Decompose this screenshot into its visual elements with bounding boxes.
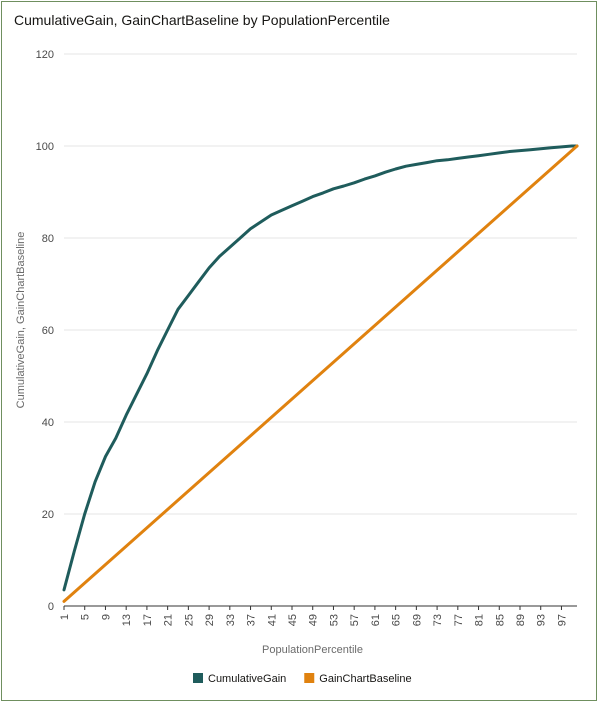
x-tick-label: 61 bbox=[370, 614, 382, 626]
y-tick-label: 40 bbox=[42, 417, 54, 429]
x-tick-label: 65 bbox=[391, 614, 403, 626]
x-tick-label: 81 bbox=[474, 614, 486, 626]
x-tick-label: 53 bbox=[328, 614, 340, 626]
y-tick-label: 60 bbox=[42, 325, 54, 337]
x-tick-label: 85 bbox=[494, 614, 506, 626]
x-tick-label: 33 bbox=[225, 614, 237, 626]
x-tick-label: 5 bbox=[80, 614, 92, 620]
y-tick-label: 20 bbox=[42, 509, 54, 521]
x-tick-label: 25 bbox=[183, 614, 195, 626]
series-line-cumulativegain bbox=[62, 144, 579, 592]
legend-label: CumulativeGain bbox=[208, 673, 286, 685]
y-axis-ticks: 0 20 40 60 80 100 120 bbox=[36, 49, 54, 613]
x-tick-label: 77 bbox=[453, 614, 465, 626]
x-tick-label: 49 bbox=[308, 614, 320, 626]
x-tick-label: 89 bbox=[515, 614, 527, 626]
y-tick-label: 0 bbox=[48, 601, 54, 613]
y-tick-label: 80 bbox=[42, 233, 54, 245]
x-tick-label: 9 bbox=[100, 614, 112, 620]
y-tick-label: 100 bbox=[36, 141, 54, 153]
x-tick-label: 97 bbox=[556, 614, 568, 626]
legend-label: GainChartBaseline bbox=[319, 673, 411, 685]
x-tick-label: 73 bbox=[432, 614, 444, 626]
y-tick-label: 120 bbox=[36, 49, 54, 61]
x-tick-label: 57 bbox=[349, 614, 361, 626]
x-tick-label: 37 bbox=[246, 614, 258, 626]
series-lines bbox=[62, 144, 579, 603]
x-axis-title: PopulationPercentile bbox=[262, 644, 363, 656]
x-tick-label: 69 bbox=[411, 614, 423, 626]
legend-swatch bbox=[304, 673, 315, 683]
x-tick-label: 1 bbox=[59, 614, 71, 620]
chart-title: CumulativeGain, GainChartBaseline by Pop… bbox=[14, 12, 390, 28]
grid-lines bbox=[64, 53, 577, 515]
x-tick-label: 41 bbox=[266, 614, 278, 626]
legend: CumulativeGain GainChartBaseline bbox=[193, 673, 412, 685]
x-axis-ticks: 1 5 9 13 17 21 25 29 33 37 41 45 49 53 57 61 65 69 73 77 81 8… bbox=[59, 606, 568, 626]
x-tick-label: 13 bbox=[121, 614, 133, 626]
y-axis-title: CumulativeGain, GainChartBaseline bbox=[15, 232, 27, 409]
x-tick-label: 29 bbox=[204, 614, 216, 626]
x-tick-label: 21 bbox=[163, 614, 175, 626]
x-tick-label: 45 bbox=[287, 614, 299, 626]
x-tick-label: 93 bbox=[536, 614, 548, 626]
x-tick-label: 17 bbox=[142, 614, 154, 626]
legend-swatch bbox=[193, 673, 203, 683]
series-line-gainchartbaseline bbox=[62, 144, 579, 603]
